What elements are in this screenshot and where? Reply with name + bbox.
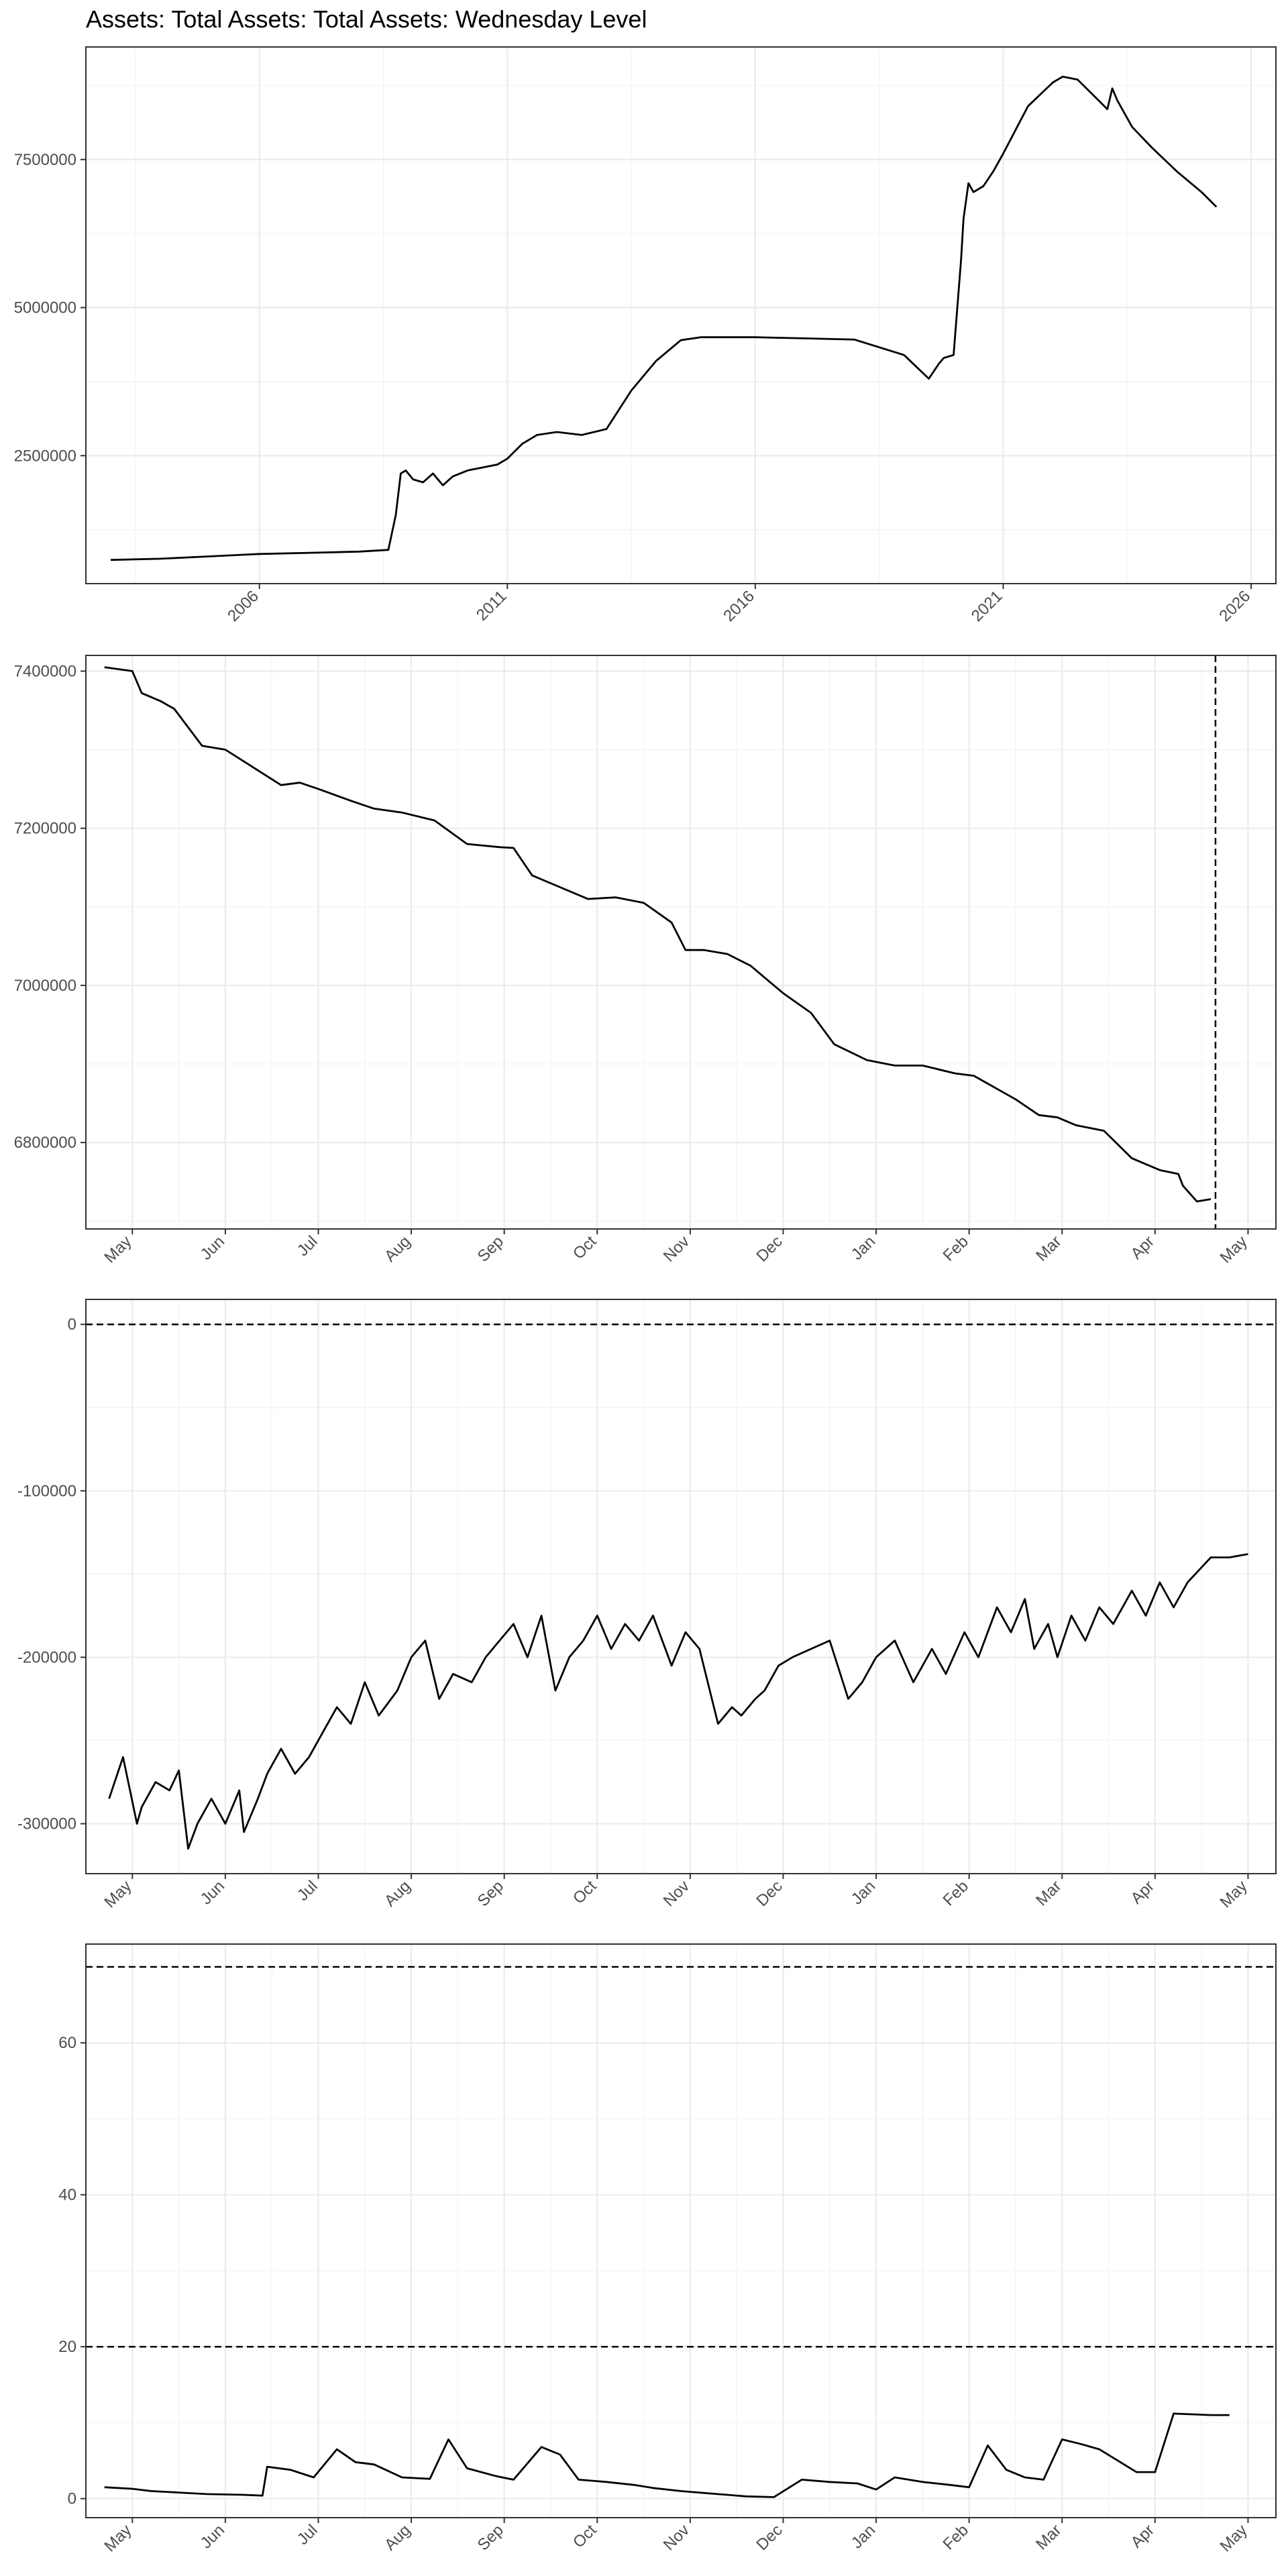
x-tick-label: Mar [1032, 1232, 1065, 1265]
x-tick-label: Apr [1128, 2521, 1159, 2552]
x-tick-label: Mar [1032, 1877, 1065, 1909]
x-tick-label: Feb [940, 2521, 972, 2553]
x-tick-label: Feb [940, 1877, 972, 1909]
x-tick-label: May [101, 2521, 135, 2555]
y-tick-label: 7200000 [14, 820, 76, 838]
x-tick-label: May [1217, 2521, 1251, 2555]
y-tick-label: -300000 [17, 1815, 76, 1833]
x-tick-label: Jan [848, 1232, 879, 1263]
x-tick-label: Feb [940, 1232, 972, 1265]
x-tick-label: Mar [1032, 2521, 1065, 2553]
x-tick-label: May [101, 1232, 135, 1267]
x-tick-label: Jun [197, 1877, 228, 1908]
series-line-1 [104, 2412, 1230, 2498]
x-tick-label: Oct [570, 1877, 600, 1908]
x-tick-label: Dec [753, 2521, 786, 2554]
x-tick-label: May [1217, 1877, 1251, 1911]
panel-border [85, 1299, 1277, 1874]
x-tick-label: Jul [294, 1877, 321, 1904]
y-tick-label: -200000 [17, 1648, 76, 1666]
y-tick-label: 0 [68, 2490, 76, 2508]
x-tick-label: Aug [381, 1877, 414, 1910]
x-tick-label: Apr [1128, 1877, 1159, 1908]
x-tick-label: Aug [381, 2521, 414, 2554]
panel-border [85, 655, 1277, 1230]
x-tick-label: 2021 [968, 587, 1006, 625]
y-tick-label: 7000000 [14, 977, 76, 995]
x-tick-label: Sep [474, 2521, 507, 2554]
x-tick-label: Nov [660, 1877, 693, 1910]
x-tick-label: Nov [660, 1232, 693, 1265]
y-tick-label: 7400000 [14, 662, 76, 680]
y-tick-label: 0 [68, 1316, 76, 1334]
chart-panel-2: 6800000 7000000 7200000 7400000 May Jun Jul Aug… [14, 655, 1277, 1267]
x-tick-label: 2011 [473, 587, 511, 625]
chart-title: Assets: Total Assets: Total Assets: Wedn… [86, 5, 647, 33]
panel-border [85, 1943, 1277, 2518]
y-tick-label: 20 [58, 2338, 76, 2356]
x-tick-label: Dec [753, 1877, 786, 1910]
x-tick-label: Jan [848, 1877, 879, 1908]
x-tick-label: Sep [474, 1877, 507, 1910]
series-line-1 [108, 1553, 1248, 1850]
x-tick-label: Jan [848, 2521, 879, 2552]
series-line-1 [110, 75, 1218, 561]
x-tick-label: Sep [474, 1232, 507, 1265]
y-tick-label: 5000000 [14, 299, 76, 317]
x-tick-label: May [101, 1877, 135, 1911]
x-tick-label: Apr [1128, 1232, 1159, 1263]
x-tick-label: Jun [197, 1232, 228, 1263]
x-tick-label: 2016 [720, 587, 758, 625]
x-tick-label: Oct [570, 2521, 600, 2552]
x-tick-label: Nov [660, 2521, 693, 2554]
x-tick-label: May [1217, 1232, 1251, 1267]
x-tick-label: Aug [381, 1232, 414, 1265]
x-tick-label: 2006 [224, 587, 262, 625]
y-tick-label: 40 [58, 2186, 76, 2204]
panel-border [85, 46, 1277, 584]
x-tick-label: Jun [197, 2521, 228, 2552]
y-tick-label: 60 [58, 2034, 76, 2052]
y-tick-label: -100000 [17, 1482, 76, 1500]
series-line-1 [104, 666, 1212, 1203]
x-tick-label: Oct [570, 1232, 600, 1263]
x-tick-label: Dec [753, 1232, 786, 1265]
y-tick-label: 2500000 [14, 447, 76, 465]
x-tick-label: Jul [294, 1232, 321, 1260]
chart-panel-4: 0 20 40 60 May Jun Jul Aug Sep Oct Nov Dec Jan Feb Mar… [58, 1943, 1277, 2555]
y-tick-label: 7500000 [14, 151, 76, 169]
x-tick-label: Jul [294, 2521, 321, 2548]
chart-panel-3: -300000 -200000 -100000 0 May Jun Jul Aug Sep Oct… [17, 1299, 1277, 1911]
y-tick-label: 6800000 [14, 1134, 76, 1152]
x-tick-label: 2026 [1216, 587, 1254, 625]
chart-panel-1: 2500000 5000000 7500000 2006 2011 2016 2021 202… [14, 46, 1277, 625]
